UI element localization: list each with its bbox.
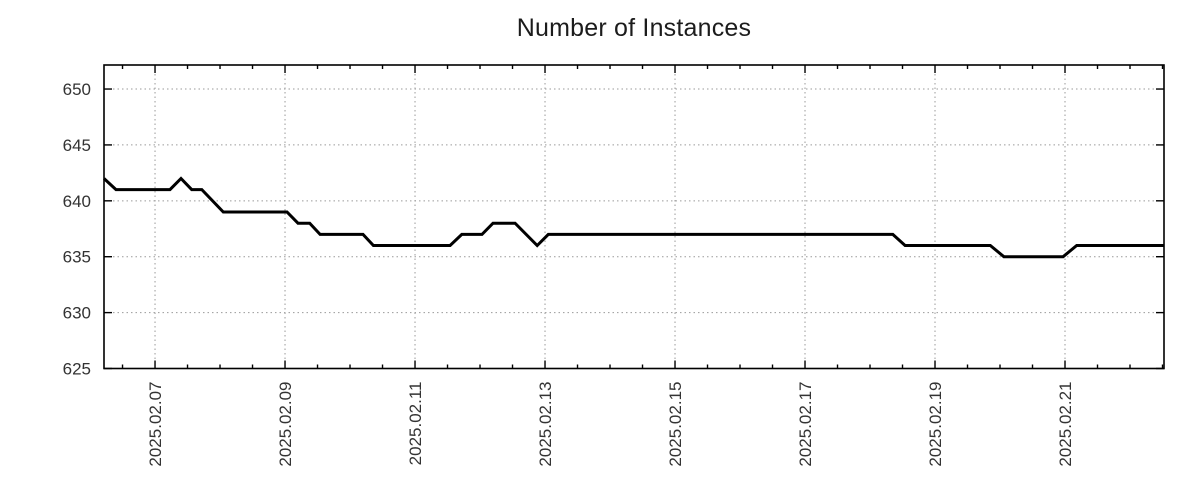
data-line-instances xyxy=(102,176,1164,259)
x-tick-label: 2025.02.19 xyxy=(926,381,945,466)
y-tick-label: 645 xyxy=(63,136,91,155)
x-tick-label: 2025.02.13 xyxy=(536,382,555,467)
plot-border xyxy=(103,64,1165,370)
x-tick-label: 2025.02.09 xyxy=(276,382,295,467)
chart-title: Number of Instances xyxy=(516,14,752,42)
x-tick-label: 2025.02.11 xyxy=(406,382,425,466)
x-tick-label: 2025.02.17 xyxy=(796,382,815,467)
x-tick-label: 2025.02.07 xyxy=(146,382,165,467)
x-tick-label: 2025.02.21 xyxy=(1056,382,1075,467)
x-tick-label: 2025.02.15 xyxy=(666,382,685,467)
y-tick-label: 625 xyxy=(63,360,91,379)
y-tick-label: 635 xyxy=(63,248,91,267)
y-tick-label: 640 xyxy=(63,192,91,211)
y-tick-label: 650 xyxy=(63,80,91,99)
y-tick-label: 630 xyxy=(63,304,91,323)
